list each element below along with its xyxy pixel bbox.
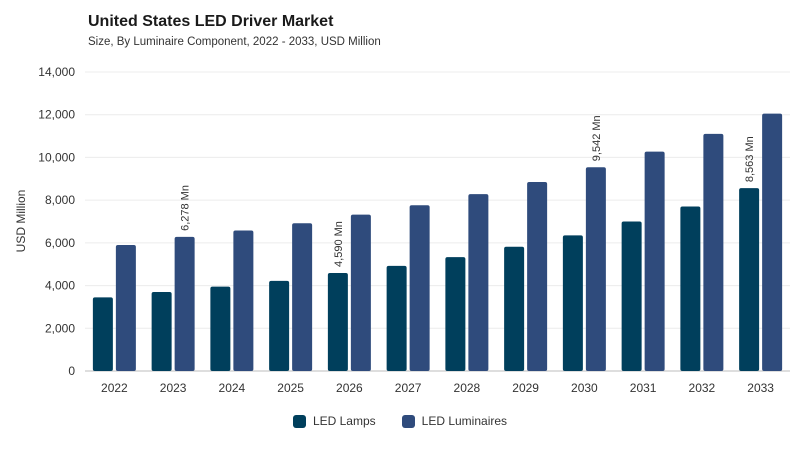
- bar-led-luminaires-2029: [527, 181, 548, 371]
- bar-led-lamps-2028: [445, 257, 466, 371]
- bar-led-luminaires-2025: [292, 223, 313, 371]
- y-tick-label: 10,000: [38, 150, 75, 164]
- data-label: 4,590 Mn: [333, 221, 345, 267]
- data-label: 9,542 Mn: [591, 115, 603, 161]
- bar-led-lamps-2027: [386, 265, 407, 371]
- bar-led-luminaires-2033: [762, 113, 783, 372]
- x-tick-label: 2026: [336, 381, 363, 395]
- y-tick-label: 14,000: [38, 65, 75, 79]
- x-tick-label: 2032: [689, 381, 716, 395]
- x-tick-label: 2024: [219, 381, 246, 395]
- data-label: 8,563 Mn: [744, 136, 756, 182]
- bar-led-lamps-2032: [680, 206, 701, 371]
- chart-header: United States LED Driver Market Size, By…: [88, 12, 381, 49]
- legend-label-led-lamps: LED Lamps: [312, 414, 376, 428]
- y-tick-label: 6,000: [45, 236, 75, 250]
- bar-led-luminaires-2026: [350, 214, 371, 371]
- bar-led-lamps-2029: [504, 246, 525, 371]
- bar-led-lamps-2030: [562, 235, 583, 371]
- bar-led-luminaires-2028: [468, 194, 489, 371]
- bar-led-luminaires-2024: [233, 230, 254, 371]
- legend-swatch-led-luminaires: [401, 414, 415, 428]
- y-axis-label: USD Million: [14, 190, 28, 253]
- x-tick-label: 2028: [454, 381, 481, 395]
- bar-led-lamps-2023: [151, 291, 172, 371]
- y-tick-label: 2,000: [45, 321, 75, 335]
- bar-led-lamps-2022: [92, 297, 113, 371]
- x-tick-label: 2033: [747, 381, 774, 395]
- y-tick-label: 8,000: [45, 193, 75, 207]
- legend-label-led-luminaires: LED Luminaires: [421, 414, 508, 428]
- bar-led-lamps-2033: [739, 188, 760, 371]
- x-tick-label: 2027: [395, 381, 422, 395]
- x-tick-label: 2022: [101, 381, 128, 395]
- x-tick-label: 2029: [512, 381, 539, 395]
- bar-led-lamps-2024: [210, 286, 231, 371]
- chart-title: United States LED Driver Market: [88, 13, 334, 30]
- bar-led-luminaires-2023: [174, 236, 195, 371]
- chart-subtitle: Size, By Luminaire Component, 2022 - 203…: [88, 36, 381, 48]
- legend-item-led-luminaires[interactable]: LED Luminaires: [401, 414, 508, 428]
- bar-led-lamps-2026: [327, 272, 348, 371]
- x-tick-label: 2023: [160, 381, 187, 395]
- bar-led-lamps-2025: [269, 280, 290, 371]
- y-tick-label: 0: [68, 364, 75, 378]
- bar-led-luminaires-2030: [585, 167, 606, 371]
- x-tick-label: 2030: [571, 381, 598, 395]
- bar-led-luminaires-2031: [644, 151, 665, 371]
- y-tick-label: 12,000: [38, 108, 75, 122]
- x-tick-label: 2031: [630, 381, 657, 395]
- legend-item-led-lamps[interactable]: LED Lamps: [292, 414, 376, 428]
- legend-swatch-led-lamps: [292, 414, 306, 428]
- bar-led-luminaires-2027: [409, 205, 430, 371]
- data-label: 6,278 Mn: [180, 185, 192, 231]
- y-tick-label: 4,000: [45, 279, 75, 293]
- chart-legend: LED Lamps LED Luminaires: [0, 414, 800, 428]
- x-tick-label: 2025: [277, 381, 304, 395]
- bar-led-luminaires-2022: [115, 244, 136, 371]
- bar-led-luminaires-2032: [703, 133, 724, 371]
- bar-led-lamps-2031: [621, 221, 642, 371]
